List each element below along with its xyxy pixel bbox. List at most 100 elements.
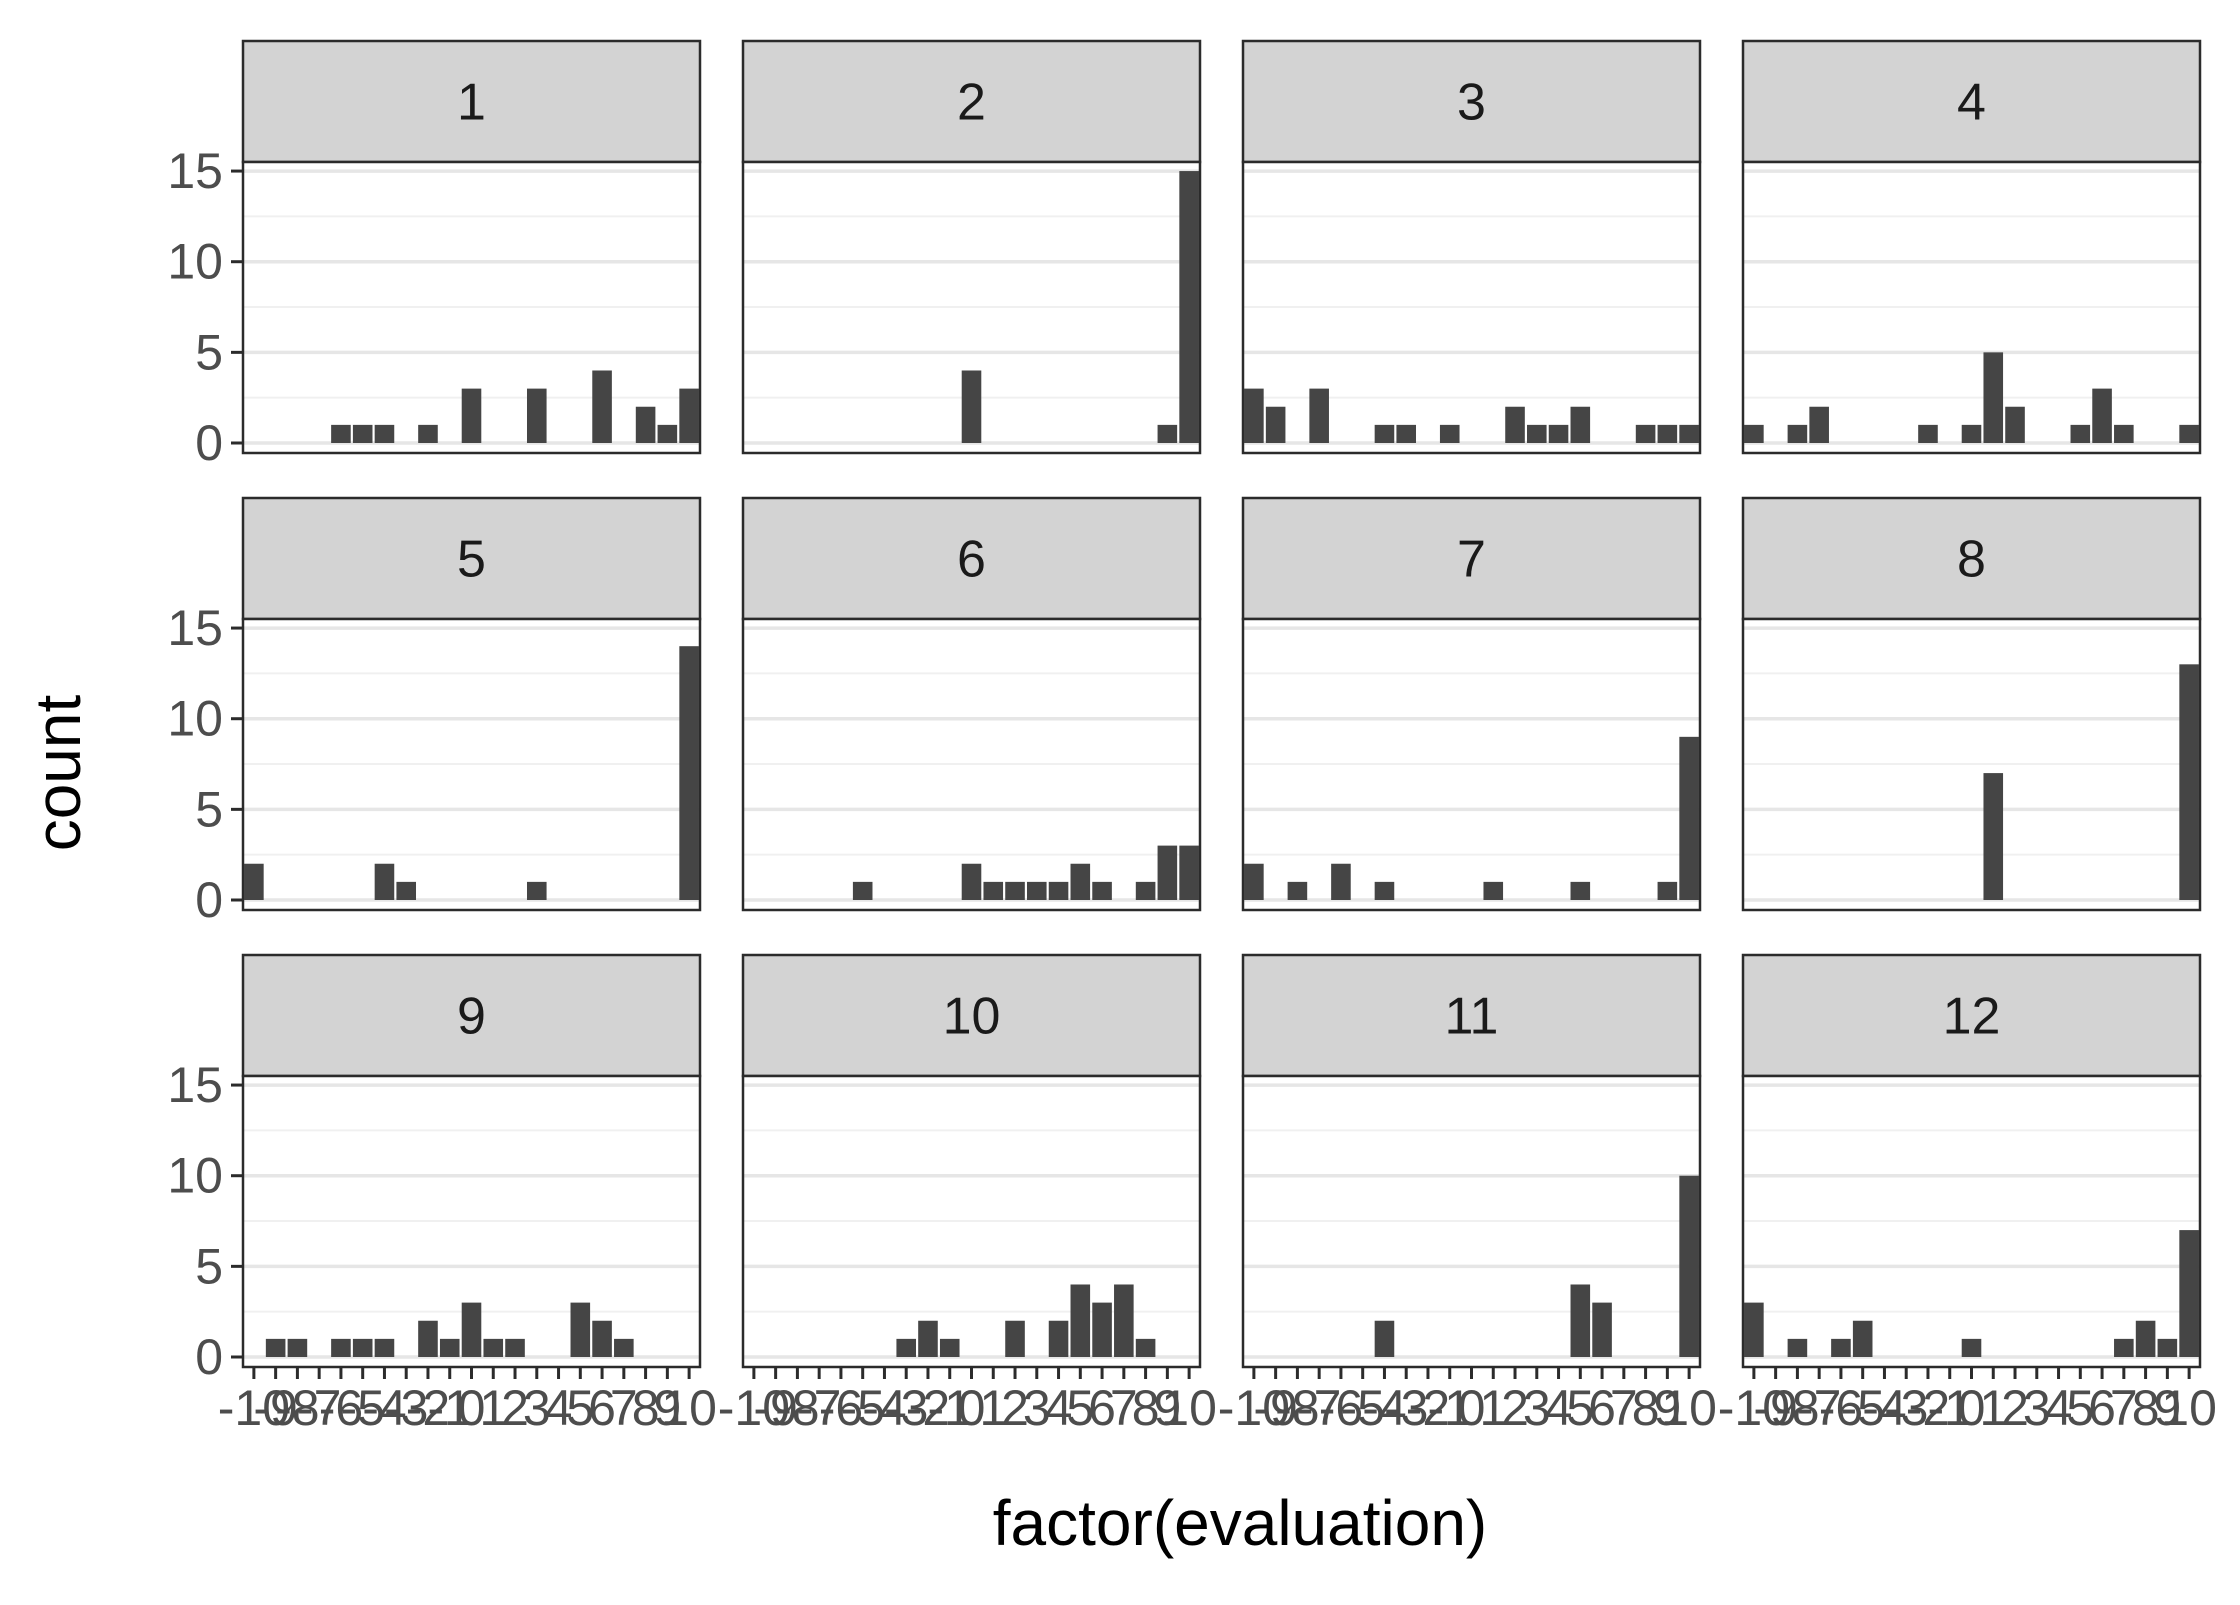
facet-strip-label: 3	[1457, 74, 1486, 132]
bar	[418, 424, 438, 443]
bar	[2157, 1338, 2178, 1357]
x-tick-label: -9	[253, 1380, 297, 1436]
bar	[1179, 845, 1199, 900]
panel-border	[1741, 617, 2202, 912]
x-tick-label: 5	[1566, 1380, 1594, 1436]
y-tick-label: 5	[195, 1238, 223, 1294]
facet-strip	[241, 39, 702, 164]
x-tick-label: 6	[2088, 1380, 2116, 1436]
x-tick-label: -2	[1906, 1380, 1950, 1436]
facet-strip-label: 8	[1957, 531, 1986, 589]
bar	[1026, 881, 1047, 900]
facet-strip-label: 10	[943, 988, 1001, 1046]
bar	[1483, 881, 1504, 900]
bar	[1070, 863, 1091, 900]
bar	[1570, 1284, 1591, 1357]
bar	[1657, 881, 1678, 900]
bar	[1048, 1320, 1069, 1357]
y-axis-title: count	[22, 695, 94, 852]
x-tick-label: -2	[406, 1380, 450, 1436]
x-tick-label: -4	[1862, 1380, 1906, 1436]
facet-panel-7: 7	[1241, 496, 1702, 912]
bar	[1744, 424, 1764, 443]
bar	[1157, 845, 1178, 900]
facet-strip-label: 4	[1957, 74, 1986, 132]
x-tick-label: -9	[1753, 1380, 1797, 1436]
facet-strip-label: 1	[457, 74, 486, 132]
bar	[1983, 773, 2004, 900]
x-tick-label: 7	[1610, 1380, 1638, 1436]
facet-panel-5: 5 0 5 10 15	[167, 496, 702, 928]
bar	[1374, 1320, 1395, 1357]
x-tick-label: -10	[218, 1380, 290, 1436]
x-tick-label: 7	[1110, 1380, 1138, 1436]
facet-panel-3: 3	[1241, 39, 1702, 455]
facet-panel-2: 2	[741, 39, 1202, 455]
bar	[1005, 881, 1025, 900]
bar	[1570, 406, 1591, 443]
facet-strip	[1241, 39, 1702, 164]
x-tick-label: -5	[340, 1380, 384, 1436]
x-tick-label: 3	[523, 1380, 551, 1436]
bar	[1505, 406, 1525, 443]
bar	[461, 388, 482, 443]
x-tick-label: 10	[661, 1380, 717, 1436]
facet-strip-label: 11	[1445, 988, 1499, 1046]
bar	[1657, 424, 1678, 443]
x-tick-label: -8	[1775, 1380, 1819, 1436]
bar	[374, 424, 395, 443]
bar	[2092, 388, 2112, 443]
y-tick-label: 0	[195, 415, 223, 471]
y-tick-label: 0	[195, 872, 223, 928]
bar	[1048, 881, 1069, 900]
bar	[1374, 424, 1395, 443]
panel-border	[741, 160, 1202, 455]
bar	[461, 1302, 482, 1357]
bar	[1439, 424, 1460, 443]
bar	[526, 881, 547, 900]
bar	[287, 1338, 308, 1357]
x-tick-label: -10	[1218, 1380, 1290, 1436]
x-tick-label: -2	[1406, 1380, 1450, 1436]
x-tick-label: 10	[2161, 1380, 2217, 1436]
x-tick-label: -8	[775, 1380, 819, 1436]
x-tick-label: 5	[566, 1380, 594, 1436]
panel-border	[741, 617, 1202, 912]
panel-border	[1741, 160, 2202, 455]
bar	[1592, 1302, 1612, 1357]
y-tick-label: 5	[195, 781, 223, 837]
x-tick-label: -7	[1297, 1380, 1341, 1436]
x-tick-label: -4	[1362, 1380, 1406, 1436]
x-tick-label: 8	[2132, 1380, 2160, 1436]
bar	[1918, 424, 1938, 443]
x-tick-label: -8	[1275, 1380, 1319, 1436]
x-tick-label: -7	[797, 1380, 841, 1436]
bar	[1679, 424, 1699, 443]
x-tick-label: -9	[753, 1380, 797, 1436]
bar	[1396, 424, 1417, 443]
x-tick-label: -6	[819, 1380, 863, 1436]
bar	[1831, 1338, 1851, 1357]
x-tick-label: 0	[458, 1380, 486, 1436]
bar	[1570, 881, 1591, 900]
facet-strip-label: 6	[957, 531, 986, 589]
x-tick-label: 9	[2153, 1380, 2181, 1436]
bar	[1852, 1320, 1873, 1357]
bar	[505, 1338, 525, 1357]
x-tick-label: 2	[2001, 1380, 2029, 1436]
bar	[1092, 1302, 1112, 1357]
x-tick-label: 4	[545, 1380, 573, 1436]
bar	[2070, 424, 2091, 443]
bar	[961, 863, 982, 900]
facet-strip-label: 5	[457, 531, 486, 589]
bar	[1309, 388, 1329, 443]
x-tick-label: -8	[275, 1380, 319, 1436]
bar	[570, 1302, 591, 1357]
x-tick-label: 0	[958, 1380, 986, 1436]
x-tick-label: 2	[1001, 1380, 1029, 1436]
bar	[1135, 881, 1156, 900]
facet-panel-8: 8	[1741, 496, 2202, 912]
bar	[2114, 1338, 2134, 1357]
x-tick-label: -6	[1819, 1380, 1863, 1436]
bar	[2114, 424, 2134, 443]
